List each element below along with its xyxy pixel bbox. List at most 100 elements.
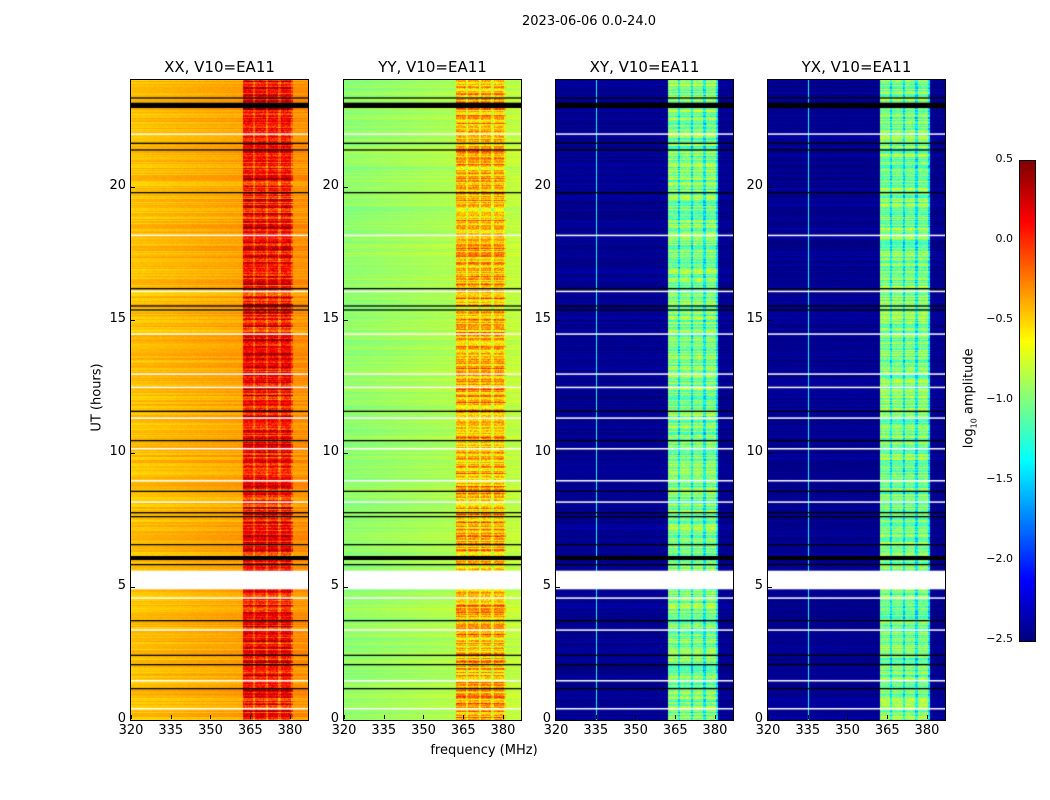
- panel-title: XY, V10=EA11: [589, 58, 700, 76]
- y-tick-mark: [768, 720, 772, 721]
- x-axis-label: frequency (MHz): [430, 743, 538, 758]
- x-tick-mark: [675, 715, 677, 719]
- y-tick-mark: [344, 453, 348, 455]
- x-tick-label: 350: [623, 723, 648, 738]
- y-tick-label: 20: [534, 177, 551, 193]
- x-tick-mark: [556, 715, 557, 719]
- x-tick-label: 320: [543, 723, 569, 738]
- colorbar-tick-label: 0.0: [995, 232, 1014, 245]
- x-tick-mark: [768, 715, 769, 719]
- y-tick-label: 0: [754, 711, 763, 726]
- y-tick-label: 5: [117, 577, 126, 593]
- waterfall-heatmap: [556, 80, 733, 720]
- x-tick-mark: [423, 715, 425, 719]
- x-tick-mark: [344, 715, 345, 719]
- x-tick-mark: [502, 715, 504, 719]
- y-tick-mark: [131, 720, 135, 721]
- figure-title: 2023-06-06 0.0-24.0: [522, 14, 656, 29]
- y-tick-mark: [556, 720, 560, 721]
- x-tick-mark: [714, 715, 716, 719]
- panel-xx: XX, V10=EA11 320 335 350 365 380 0 5 10 15 20: [109, 58, 309, 738]
- y-tick-label: 15: [746, 311, 763, 326]
- y-tick-label: 20: [322, 177, 339, 193]
- colorbar-tick-label: −2.0: [986, 552, 1013, 565]
- waterfall-heatmap: [344, 80, 521, 720]
- y-tick-label: 15: [109, 311, 126, 326]
- y-tick-mark: [344, 186, 348, 188]
- x-tick-label: 365: [662, 723, 688, 738]
- y-tick-mark: [768, 586, 772, 588]
- y-tick-mark: [556, 586, 560, 588]
- y-tick-label: 5: [542, 577, 551, 593]
- colorbar-tick-label: −2.5: [986, 632, 1013, 645]
- y-tick-mark: [768, 453, 772, 455]
- x-tick-label: 335: [158, 723, 184, 738]
- x-tick-mark: [463, 715, 465, 719]
- y-tick-label: 20: [746, 177, 763, 193]
- x-tick-mark: [170, 715, 172, 719]
- y-tick-label: 0: [330, 711, 339, 726]
- x-tick-label: 335: [583, 723, 609, 738]
- x-tick-label: 380: [702, 723, 728, 738]
- panel-title: XX, V10=EA11: [164, 58, 275, 76]
- x-tick-label: 365: [237, 723, 263, 738]
- x-tick-mark: [926, 715, 928, 719]
- x-tick-label: 350: [411, 723, 436, 738]
- y-tick-mark: [131, 186, 135, 188]
- y-axis-label: UT (hours): [89, 363, 105, 432]
- y-tick-label: 10: [746, 444, 763, 460]
- y-tick-mark: [131, 453, 135, 455]
- x-tick-label: 335: [795, 723, 821, 738]
- y-tick-label: 10: [534, 444, 551, 460]
- waterfall-heatmap: [131, 80, 308, 720]
- x-tick-mark: [635, 715, 637, 719]
- x-tick-label: 320: [118, 723, 144, 738]
- x-tick-mark: [807, 715, 809, 719]
- x-tick-label: 335: [371, 723, 397, 738]
- x-tick-mark: [210, 715, 212, 719]
- y-tick-label: 5: [754, 577, 763, 593]
- colorbar: [1019, 160, 1036, 642]
- y-tick-mark: [768, 320, 772, 321]
- x-tick-label: 320: [755, 723, 781, 738]
- y-tick-mark: [344, 720, 348, 721]
- panel-yx: YX, V10=EA11 320 335 350 365 380 0 5 10 15 20: [746, 58, 946, 738]
- panel-title: YY, V10=EA11: [378, 58, 487, 76]
- y-tick-mark: [344, 320, 348, 321]
- y-tick-mark: [131, 586, 135, 588]
- y-tick-label: 10: [322, 444, 339, 460]
- y-tick-mark: [131, 320, 135, 321]
- x-tick-label: 365: [450, 723, 476, 738]
- panel-title: YX, V10=EA11: [801, 58, 912, 76]
- x-tick-label: 380: [490, 723, 516, 738]
- colorbar-tick-label: −0.5: [986, 312, 1013, 325]
- colorbar-tick-label: 0.5: [995, 152, 1014, 165]
- y-tick-label: 5: [330, 577, 339, 593]
- x-tick-mark: [887, 715, 889, 719]
- x-tick-label: 380: [914, 723, 940, 738]
- x-tick-mark: [131, 715, 132, 719]
- x-tick-mark: [250, 715, 252, 719]
- x-tick-mark: [383, 715, 385, 719]
- y-tick-mark: [768, 186, 772, 188]
- x-tick-label: 350: [835, 723, 860, 738]
- y-tick-label: 15: [322, 311, 339, 326]
- x-tick-label: 365: [874, 723, 900, 738]
- y-tick-label: 20: [109, 177, 126, 193]
- y-tick-mark: [556, 186, 560, 188]
- x-tick-mark: [289, 715, 291, 719]
- x-tick-mark: [595, 715, 597, 719]
- panel-xy: XY, V10=EA11 320 335 350 365 380 0 5 10 15 20: [534, 58, 734, 738]
- y-tick-mark: [344, 586, 348, 588]
- panel-yy: YY, V10=EA11 320 335 350 365 380 0 5 10 15 20: [322, 58, 522, 738]
- y-tick-label: 10: [109, 444, 126, 460]
- x-tick-mark: [847, 715, 849, 719]
- colorbar-tick-label: −1.0: [986, 392, 1013, 405]
- y-tick-mark: [556, 453, 560, 455]
- x-tick-label: 320: [331, 723, 357, 738]
- waterfall-heatmap: [768, 80, 945, 720]
- y-tick-label: 0: [542, 711, 551, 726]
- x-tick-label: 350: [198, 723, 223, 738]
- y-tick-label: 15: [534, 311, 551, 326]
